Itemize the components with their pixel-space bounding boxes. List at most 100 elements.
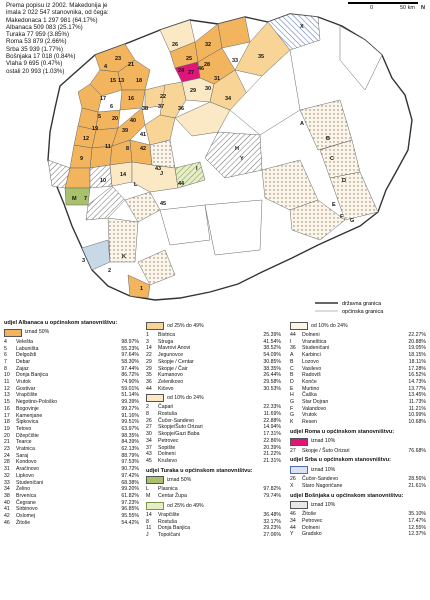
- row-municipality: Skopje / Čair: [158, 365, 188, 372]
- table-row: 46 Žitoše 54.42%: [4, 520, 139, 527]
- row-number: 37: [146, 444, 152, 451]
- municipality-number-label: 20: [112, 116, 118, 122]
- municipality-number-label: 37: [158, 104, 164, 110]
- municipality-number-label: 27: [188, 70, 194, 76]
- row-percent: 29.23%: [263, 525, 281, 532]
- turk-25-label: od 25% do 49%: [167, 502, 204, 509]
- row-number: 4: [4, 338, 7, 345]
- municipality-number-label: 16: [128, 96, 134, 102]
- table-row: 33 Studeničani 68.38%: [4, 480, 139, 487]
- row-municipality: Konče: [302, 378, 317, 385]
- swatch-albanian-10: [146, 394, 164, 403]
- table-row: 35 Kumanovo 26.44%: [146, 372, 281, 379]
- row-number: 38: [4, 492, 10, 499]
- row-percent: 98.97%: [121, 338, 139, 345]
- row-number: 7: [4, 358, 7, 365]
- row-number: 29: [146, 365, 152, 372]
- row-percent: 88.79%: [121, 452, 139, 459]
- municipality-number-label: 26: [172, 42, 178, 48]
- row-number: 44: [290, 332, 296, 338]
- swatch-bosniak-10: [290, 501, 308, 510]
- row-percent: 13.45%: [408, 392, 426, 399]
- row-percent: 99.51%: [121, 419, 139, 426]
- row-number: 14: [146, 511, 152, 518]
- row-number: 34: [290, 518, 296, 525]
- row-number: 3: [146, 338, 149, 345]
- row-number: 41: [4, 506, 10, 513]
- row-municipality: Skopje / Šuto Orizari: [302, 447, 350, 454]
- municipality-number-label: 3: [82, 258, 85, 264]
- row-number: 17: [4, 412, 10, 419]
- row-percent: 22.33%: [263, 404, 281, 411]
- municipality-number-label: 18: [136, 78, 142, 84]
- municipality-letter-label: A: [300, 121, 304, 127]
- row-number: 8: [4, 365, 7, 372]
- albanian-25-label: od 25% do 49%: [167, 322, 204, 329]
- table-row: 11 Vrutok 74.90%: [4, 379, 139, 386]
- row-municipality: Žitoše: [16, 519, 31, 526]
- row-number: 5: [4, 345, 7, 352]
- turk-50-label: iznad 50%: [167, 477, 192, 484]
- row-percent: 99.27%: [121, 405, 139, 412]
- row-percent: 97.23%: [121, 499, 139, 506]
- municipality-number-label: 10: [100, 178, 106, 184]
- row-number: 31: [4, 466, 10, 473]
- row-municipality: Bogovinje: [16, 405, 39, 412]
- row-percent: 30.53%: [263, 385, 281, 392]
- table-row: 36 Zelenikovo 29.58%: [146, 379, 281, 386]
- table-row: 28 Kondovo 97.53%: [4, 459, 139, 466]
- table-row: 10 Donja Banjica 86.72%: [4, 372, 139, 379]
- row-percent: 11.73%: [408, 399, 426, 406]
- row-percent: 99.20%: [121, 486, 139, 493]
- row-number: K: [290, 419, 294, 426]
- row-percent: 41.54%: [263, 338, 281, 345]
- row-number: 24: [4, 452, 10, 459]
- table-row: 15 Negotino-Pološko 99.39%: [4, 399, 139, 406]
- row-number: G: [290, 412, 295, 419]
- row-percent: 54.09%: [263, 352, 281, 359]
- table-row: J Topolčani 27.06%: [146, 532, 281, 539]
- scale-zero: 0: [370, 5, 374, 11]
- municipality-number-label: 24: [178, 68, 185, 74]
- row-municipality: Zajaz: [16, 365, 29, 372]
- row-percent: 51.14%: [121, 392, 139, 399]
- row-number: 12: [4, 385, 10, 392]
- municipality-number-label: 30: [205, 86, 211, 92]
- row-number: 10: [4, 372, 10, 379]
- table-row: 4 Velešta 98.97%: [4, 339, 139, 346]
- row-percent: 18.15%: [408, 352, 426, 359]
- table-row: 22 Jegunovce 54.09%: [146, 352, 281, 359]
- row-municipality: Debar: [16, 358, 31, 365]
- row-percent: 29.58%: [263, 378, 281, 385]
- table-row: B Radoviš 16.52%: [290, 372, 426, 379]
- municipality-letter-label: C: [330, 156, 334, 162]
- row-number: 8: [146, 518, 149, 525]
- row-municipality: Tearce: [16, 439, 32, 446]
- table-row: K Resen 10.68%: [290, 419, 426, 426]
- municipality-number-label: 5: [98, 114, 101, 120]
- row-number: 19: [4, 425, 10, 432]
- municipality-number-label: 38: [142, 106, 148, 112]
- municipality-number-label: 36: [178, 106, 184, 112]
- row-percent: 79.74%: [263, 493, 281, 500]
- municipality-letter-label: B: [326, 136, 330, 142]
- row-municipality: Resen: [302, 419, 317, 426]
- census-line: Srba 35 939 (1.77%): [6, 45, 64, 53]
- municipality-number-label: 7: [84, 196, 87, 202]
- table-row: G Vrutok 10.99%: [290, 412, 426, 419]
- municipality-number-label: 17: [100, 96, 106, 102]
- row-number: 2: [146, 404, 149, 411]
- row-municipality: Dolneni: [302, 524, 320, 531]
- municipality-number-label: 45: [160, 201, 166, 207]
- table-row: G Star Dojran 11.73%: [290, 399, 426, 406]
- row-municipality: Kruševo: [158, 457, 178, 464]
- row-number: 14: [146, 345, 152, 352]
- table-row: M Centar Župa 79.74%: [146, 493, 281, 500]
- row-number: 26: [146, 417, 152, 424]
- census-line: Makedonaca 1 297 981 (64.17%): [6, 16, 98, 24]
- municipality-number-label: 41: [140, 132, 146, 138]
- municipality-number-label: 11: [105, 144, 111, 150]
- row-municipality: Jegunovce: [158, 352, 184, 359]
- row-number: 15: [4, 399, 10, 406]
- row-percent: 76.68%: [408, 447, 426, 454]
